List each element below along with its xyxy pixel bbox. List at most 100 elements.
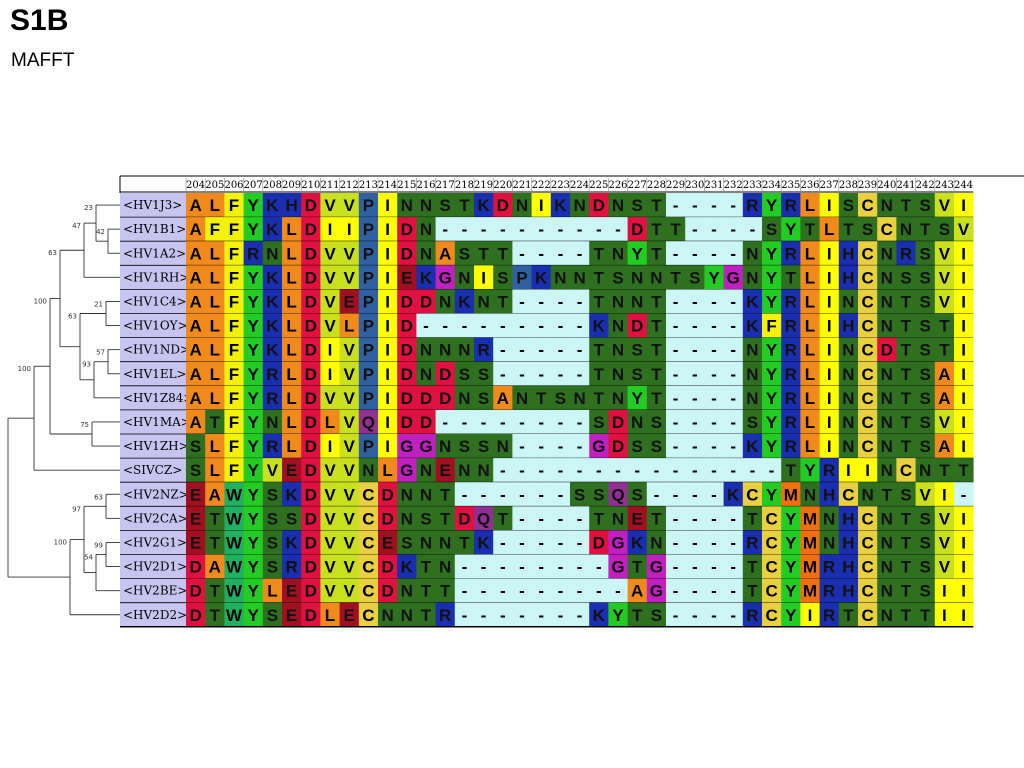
residue-letter: D [305, 582, 317, 601]
residue-letter: A [439, 244, 451, 263]
residue-letter: R [746, 533, 758, 552]
residue-cell [915, 458, 936, 483]
residue-cell [781, 241, 801, 266]
residue-letter: T [498, 244, 509, 263]
residue-letter: A [189, 292, 201, 311]
bootstrap-value: 23 [84, 204, 93, 212]
residue-cell [762, 409, 782, 435]
residue-letter: M [803, 558, 817, 577]
residue-cell [762, 602, 782, 628]
residue-letter: T [210, 509, 221, 528]
residue-cell [800, 578, 820, 604]
residue-cell [224, 217, 244, 242]
residue-letter: - [730, 341, 736, 360]
residue-letter: I [827, 341, 832, 360]
residue-cell [454, 434, 475, 459]
residue-cell [800, 217, 820, 242]
residue-letter: Y [248, 509, 260, 528]
residue-cell [954, 554, 974, 579]
residue-letter: S [593, 485, 604, 504]
residue-letter: T [939, 461, 950, 480]
residue-letter: - [673, 244, 679, 263]
residue-letter: - [577, 292, 583, 311]
residue-letter: T [440, 485, 451, 504]
residue-cell [877, 458, 897, 483]
residue-cell [627, 578, 648, 604]
residue-letter: - [692, 533, 698, 552]
position-label: 217 [436, 180, 455, 191]
residue-letter: N [842, 413, 854, 432]
sequence-label: <HV1J3> [123, 198, 182, 212]
residue-cell [819, 241, 840, 266]
residue-cell [589, 458, 609, 483]
residue-cell [531, 361, 552, 387]
residue-cell [243, 530, 264, 555]
residue-cell [493, 241, 513, 266]
residue-letter: I [347, 220, 352, 239]
residue-cell [435, 217, 456, 242]
residue-letter: A [497, 389, 509, 408]
residue-cell [493, 313, 513, 338]
residue-cell [685, 385, 705, 411]
residue-letter: V [344, 341, 356, 360]
residue-letter: N [401, 606, 413, 625]
residue-letter: C [861, 292, 873, 311]
residue-cell [858, 602, 878, 628]
residue-letter: - [462, 485, 468, 504]
residue-letter: S [651, 437, 662, 456]
residue-cell [301, 530, 321, 555]
position-label: 209 [282, 180, 301, 191]
residue-cell [704, 313, 724, 338]
residue-cell [800, 434, 820, 459]
residue-cell [416, 554, 436, 579]
residue-letter: N [746, 244, 758, 263]
residue-letter: D [305, 341, 317, 360]
residue-letter: - [673, 509, 679, 528]
residue-cell [454, 217, 475, 242]
residue-cell [858, 530, 878, 555]
residue-letter: S [555, 389, 566, 408]
residue-cell [646, 337, 667, 363]
residue-letter: V [939, 292, 951, 311]
residue-cell [742, 506, 763, 531]
residue-letter: - [519, 485, 525, 504]
residue-letter: - [558, 220, 564, 239]
residue-letter: N [573, 268, 585, 287]
sequence-label: <HV1A2> [123, 246, 186, 260]
residue-cell [358, 602, 379, 628]
residue-letter: Y [708, 268, 720, 287]
residue-cell [205, 217, 225, 242]
residue-cell [186, 361, 206, 387]
residue-letter: H [285, 196, 297, 215]
residue-cell [397, 434, 417, 459]
residue-cell [550, 458, 571, 483]
residue-cell [205, 434, 225, 459]
residue-letter: Y [248, 341, 260, 360]
residue-letter: I [328, 437, 333, 456]
residue-letter: F [229, 196, 239, 215]
residue-cell [666, 193, 686, 218]
residue-cell [934, 506, 955, 531]
residue-cell [608, 458, 628, 483]
residue-cell [339, 217, 360, 242]
residue-letter: - [577, 437, 583, 456]
bootstrap-value: 100 [34, 297, 47, 305]
residue-cell [723, 554, 744, 579]
residue-cell [838, 385, 859, 411]
residue-cell [493, 434, 513, 459]
residue-cell [589, 602, 609, 628]
residue-cell [858, 554, 878, 579]
residue-cell [320, 193, 340, 218]
residue-letter: H [823, 485, 835, 504]
residue-letter: I [827, 413, 832, 432]
residue-cell [589, 409, 609, 435]
residue-letter: K [401, 558, 414, 577]
residue-cell [685, 458, 705, 483]
residue-cell [243, 289, 264, 314]
residue-letter: - [462, 558, 468, 577]
residue-cell [262, 554, 283, 579]
sequence-label: <HV1C4> [123, 294, 187, 308]
residue-cell [685, 289, 705, 314]
residue-letter: N [631, 268, 643, 287]
residue-letter: D [305, 461, 317, 480]
